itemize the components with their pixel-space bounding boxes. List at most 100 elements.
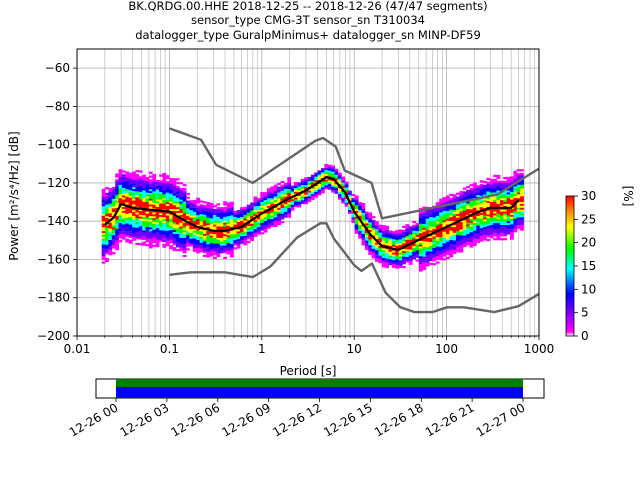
histogram-cell xyxy=(273,217,278,220)
histogram-cell xyxy=(395,243,400,246)
histogram-cell xyxy=(233,224,238,227)
histogram-cell xyxy=(159,235,163,238)
histogram-cell xyxy=(108,201,113,204)
histogram-cell xyxy=(516,173,521,176)
title-line-3: datalogger_type GuralpMinimus+ datalogge… xyxy=(135,28,481,42)
histogram-cell xyxy=(263,194,268,197)
histogram-cell xyxy=(263,199,268,202)
histogram-cell xyxy=(229,255,234,258)
histogram-cell xyxy=(246,237,251,240)
histogram-cell xyxy=(520,217,524,220)
histogram-cell xyxy=(189,242,194,245)
histogram-cell xyxy=(283,184,288,187)
histogram-cell xyxy=(381,248,386,251)
histogram-cell xyxy=(165,242,170,245)
histogram-cell xyxy=(432,242,437,245)
histogram-cell xyxy=(263,230,268,233)
histogram-cell xyxy=(439,252,443,255)
histogram-cell xyxy=(429,214,433,218)
histogram-cell xyxy=(435,232,440,235)
histogram-cell xyxy=(179,224,184,227)
histogram-cell xyxy=(368,212,373,215)
histogram-cell xyxy=(442,241,447,244)
histogram-cell xyxy=(388,249,393,252)
histogram-cell xyxy=(300,198,305,201)
histogram-cell xyxy=(219,214,224,217)
histogram-cell xyxy=(442,206,447,209)
histogram-cell xyxy=(439,217,443,220)
histogram-cell xyxy=(189,238,194,241)
histogram-cell xyxy=(233,218,238,221)
histogram-cell xyxy=(307,182,312,185)
histogram-cell xyxy=(179,228,184,231)
histogram-cell xyxy=(472,217,477,220)
histogram-cell xyxy=(138,199,143,202)
histogram-cell xyxy=(520,226,524,229)
histogram-cell xyxy=(378,224,383,227)
histogram-cell xyxy=(101,225,106,228)
histogram-cell xyxy=(354,220,359,223)
histogram-cell xyxy=(128,199,133,202)
histogram-cell xyxy=(152,175,157,178)
histogram-cell xyxy=(472,203,477,206)
histogram-cell xyxy=(223,216,227,219)
histogram-cell xyxy=(381,259,386,262)
histogram-cell xyxy=(148,236,153,239)
histogram-cell xyxy=(229,222,234,225)
histogram-cell xyxy=(273,219,278,222)
histogram-cell xyxy=(445,252,450,256)
histogram-cell xyxy=(267,211,271,214)
histogram-cell xyxy=(179,197,184,200)
x-axis-label: Period [s] xyxy=(280,364,337,378)
histogram-cell xyxy=(152,206,157,209)
histogram-cell xyxy=(503,217,508,220)
histogram-cell xyxy=(432,213,437,216)
histogram-cell xyxy=(179,241,184,244)
histogram-cell xyxy=(516,215,521,218)
histogram-cell xyxy=(479,226,484,229)
histogram-cell xyxy=(192,234,197,237)
histogram-cell xyxy=(415,248,420,251)
histogram-cell xyxy=(358,204,362,207)
histogram-cell xyxy=(402,239,406,242)
histogram-cell xyxy=(226,252,231,255)
histogram-cell xyxy=(429,218,433,221)
histogram-cell xyxy=(186,211,190,215)
histogram-cell xyxy=(358,205,362,209)
histogram-cell xyxy=(159,187,163,191)
histogram-cell xyxy=(324,164,329,167)
histogram-cell xyxy=(472,224,477,227)
histogram-cell xyxy=(148,244,153,247)
x-tick-label: 0.1 xyxy=(160,342,179,356)
histogram-cell xyxy=(229,234,234,237)
histogram-cell xyxy=(408,237,413,240)
histogram-cell xyxy=(189,209,194,212)
histogram-cell xyxy=(162,230,167,233)
histogram-cell xyxy=(142,176,146,179)
histogram-cell xyxy=(469,218,474,221)
histogram-cell xyxy=(449,215,454,218)
histogram-cell xyxy=(273,222,278,226)
histogram-cell xyxy=(341,201,346,204)
histogram-cell xyxy=(280,194,285,197)
histogram-cell xyxy=(381,230,386,233)
histogram-cell xyxy=(510,237,514,240)
histogram-cell xyxy=(240,209,244,212)
histogram-cell xyxy=(105,234,109,238)
histogram-cell xyxy=(186,242,190,245)
histogram-cell xyxy=(233,216,238,219)
histogram-cell xyxy=(435,202,440,205)
histogram-cell xyxy=(476,215,481,218)
histogram-cell xyxy=(111,213,116,216)
histogram-cell xyxy=(270,198,275,201)
histogram-cell xyxy=(246,241,251,244)
histogram-cell xyxy=(496,213,501,216)
histogram-cell xyxy=(172,180,177,183)
histogram-cell xyxy=(361,237,366,240)
histogram-cell xyxy=(148,240,153,243)
histogram-cell xyxy=(466,205,470,208)
histogram-cell xyxy=(189,207,194,211)
histogram-cell xyxy=(388,263,393,266)
histogram-cell xyxy=(405,237,410,240)
histogram-cell xyxy=(162,205,167,208)
